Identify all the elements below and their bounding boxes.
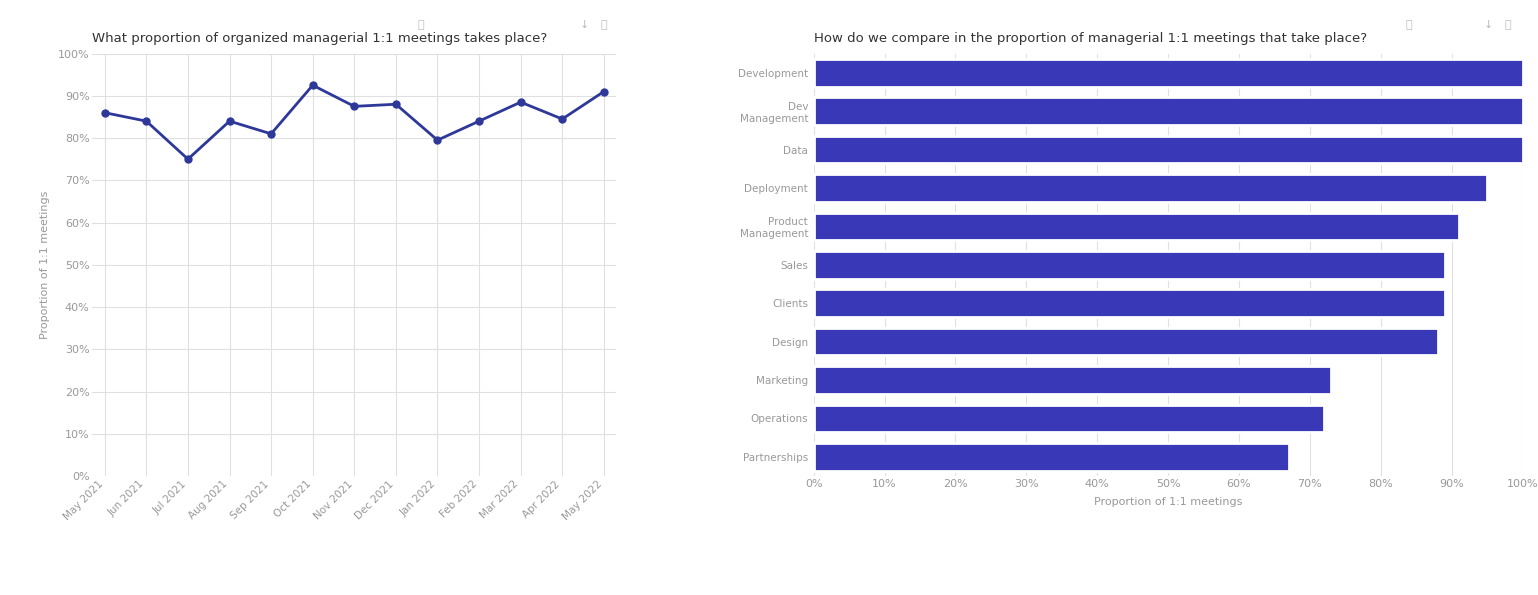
Bar bbox=[814, 136, 1523, 164]
Text: ⓘ: ⓘ bbox=[417, 20, 424, 30]
Bar bbox=[814, 443, 1289, 471]
Bar bbox=[814, 251, 1444, 278]
Bar bbox=[814, 289, 1444, 317]
Text: ⤡: ⤡ bbox=[1504, 20, 1512, 30]
Text: ⓘ: ⓘ bbox=[1406, 20, 1412, 30]
Text: ↓: ↓ bbox=[1484, 20, 1493, 30]
Bar bbox=[814, 212, 1460, 240]
Text: How do we compare in the proportion of managerial 1:1 meetings that take place?: How do we compare in the proportion of m… bbox=[814, 33, 1367, 45]
Bar bbox=[814, 174, 1487, 202]
Text: What proportion of organized managerial 1:1 meetings takes place?: What proportion of organized managerial … bbox=[92, 33, 548, 45]
Bar bbox=[814, 98, 1523, 125]
X-axis label: Proportion of 1:1 meetings: Proportion of 1:1 meetings bbox=[1094, 497, 1243, 507]
Text: ⤡: ⤡ bbox=[601, 20, 608, 30]
Text: ↓: ↓ bbox=[580, 20, 589, 30]
Y-axis label: Proportion of 1:1 meetings: Proportion of 1:1 meetings bbox=[40, 190, 49, 339]
Bar bbox=[814, 328, 1438, 355]
Bar bbox=[814, 405, 1324, 432]
Bar bbox=[814, 59, 1523, 87]
Bar bbox=[814, 366, 1332, 394]
